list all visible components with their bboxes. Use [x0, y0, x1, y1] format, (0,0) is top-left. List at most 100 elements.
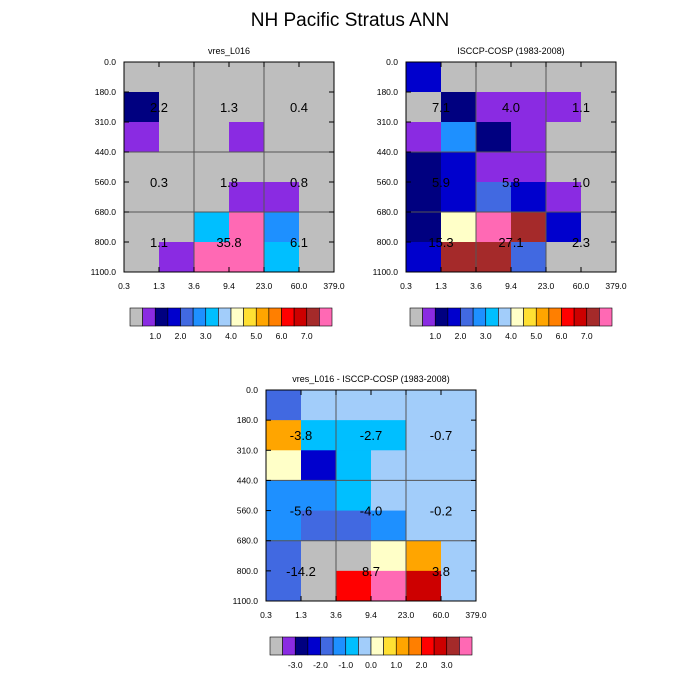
heatmap-cell	[264, 62, 300, 93]
heatmap-cell	[336, 540, 372, 572]
heatmap-cell	[301, 420, 337, 451]
x-tick-label: 9.4	[505, 281, 517, 291]
colorbar-swatch	[433, 636, 448, 656]
heatmap-cell	[581, 152, 617, 183]
colorbar-label: 4.0	[505, 331, 517, 341]
x-tick-label: 60.0	[433, 610, 450, 620]
heatmap-cell	[406, 212, 442, 243]
heatmap-cell	[124, 62, 160, 93]
heatmap-cell	[159, 92, 195, 123]
heatmap-cell	[264, 122, 300, 153]
colorbar-swatch	[268, 307, 282, 327]
heatmap-cell	[511, 182, 547, 213]
heatmap-cell	[229, 122, 265, 153]
heatmap-cell	[371, 480, 407, 511]
heatmap-cell	[441, 122, 477, 153]
figure-title: NH Pacific Stratus ANN	[250, 10, 450, 31]
colorbar-label: -1.0	[338, 660, 353, 670]
heatmap-cell	[264, 92, 300, 123]
heatmap-cell	[264, 152, 300, 183]
heatmap-cell	[264, 242, 300, 273]
block-value-label: -2.7	[360, 428, 382, 443]
colorbar-swatch	[370, 636, 384, 656]
heatmap-cell	[406, 242, 442, 273]
heatmap-cell	[194, 182, 230, 213]
heatmap-cell	[301, 480, 337, 511]
colorbar-label: 2.0	[175, 331, 187, 341]
x-tick-label: 0.3	[400, 281, 412, 291]
block-value-label: 1.8	[220, 175, 238, 190]
heatmap-cell	[266, 390, 302, 421]
colorbar-swatch	[408, 636, 422, 656]
heatmap-cell	[371, 390, 407, 421]
heatmap-cell	[266, 510, 302, 542]
colorbar-label: 6.0	[276, 331, 288, 341]
colorbar-label: 2.0	[455, 331, 467, 341]
heatmap-cell	[194, 242, 230, 273]
y-tick-label: 680.0	[377, 207, 399, 217]
colorbar-label: -3.0	[288, 660, 303, 670]
heatmap-cell	[194, 212, 230, 243]
heatmap-cell	[441, 182, 477, 213]
colorbar-label: 3.0	[441, 660, 453, 670]
colorbar-swatch	[282, 636, 296, 656]
heatmap-cell	[299, 182, 335, 213]
x-tick-label: 23.0	[256, 281, 273, 291]
colorbar-swatch	[142, 307, 156, 327]
y-tick-label: 440.0	[237, 475, 259, 485]
heatmap-cell	[476, 152, 512, 183]
colorbar-swatch	[485, 307, 499, 327]
block-value-label: 4.0	[502, 100, 520, 115]
heatmap-cell	[159, 152, 195, 183]
colorbar-swatch	[573, 307, 588, 327]
heatmap-cell	[441, 510, 477, 542]
colorbar-swatch	[269, 636, 283, 656]
colorbar-swatch	[421, 636, 435, 656]
heatmap-cell	[546, 182, 582, 213]
block-value-label: -0.2	[430, 504, 452, 519]
heatmap-cell	[124, 92, 160, 123]
colorbar-label: 4.0	[225, 331, 237, 341]
colorbar-swatch	[434, 307, 449, 327]
heatmap-cell	[441, 152, 477, 183]
block-value-label: -5.6	[290, 504, 312, 519]
block-value-label: 15.3	[428, 235, 453, 250]
heatmap-cell	[299, 152, 335, 183]
heatmap-cell	[581, 62, 617, 93]
block-value-label: -0.7	[430, 428, 452, 443]
colorbar-swatch	[422, 307, 436, 327]
heatmap-cell	[229, 242, 265, 273]
heatmap-cell	[301, 570, 337, 602]
heatmap-cell	[301, 390, 337, 421]
heatmap-cell	[124, 122, 160, 153]
heatmap-cell	[441, 92, 477, 123]
heatmap-cell	[371, 510, 407, 542]
heatmap-cell	[194, 152, 230, 183]
colorbar-swatch	[255, 307, 270, 327]
heatmap-cell	[194, 92, 230, 123]
heatmap-cell	[371, 540, 407, 572]
colorbar-swatch	[218, 307, 232, 327]
block-value-label: 1.1	[150, 235, 168, 250]
y-tick-label: 560.0	[237, 506, 259, 516]
heatmap-cell	[336, 450, 372, 481]
colorbar-swatch	[230, 307, 244, 327]
colorbar-swatch	[243, 307, 257, 327]
x-tick-label: 1.3	[435, 281, 447, 291]
y-tick-label: 310.0	[377, 117, 399, 127]
colorbar: 1.0 2.0 3.0 4.0 5.0 6.0 7.0	[129, 307, 333, 341]
x-tick-label: 3.6	[188, 281, 200, 291]
block-value-label: 0.8	[290, 175, 308, 190]
x-tick-label: 23.0	[538, 281, 555, 291]
heatmap-cell	[546, 212, 582, 243]
colorbar-swatch	[180, 307, 194, 327]
colorbar-label: 7.0	[581, 331, 593, 341]
y-tick-label: 310.0	[237, 445, 259, 455]
colorbar-label: -2.0	[313, 660, 328, 670]
block-value-label: -3.8	[290, 428, 312, 443]
y-tick-label: 560.0	[377, 177, 399, 187]
heatmap-cell	[229, 182, 265, 213]
heatmap-cell	[581, 182, 617, 213]
heatmap-cell	[406, 450, 442, 481]
